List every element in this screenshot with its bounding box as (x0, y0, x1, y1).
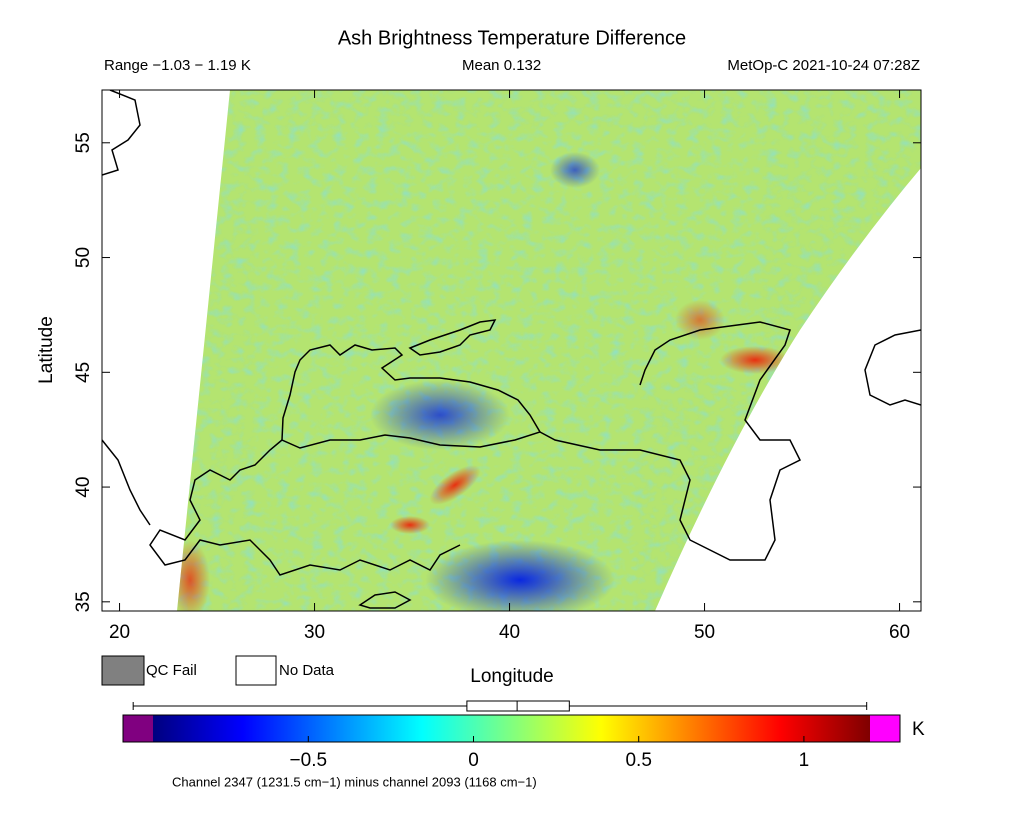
coastline (102, 90, 141, 176)
colorbar (153, 715, 870, 742)
x-tick-label: 20 (109, 622, 130, 643)
coastline (149, 439, 461, 576)
coastline (539, 321, 802, 561)
y-tick-label: 55 (73, 132, 94, 153)
range-sep: − (195, 57, 204, 74)
coastline (358, 591, 412, 609)
range-label: Range −1.03 − 1.19 K (104, 57, 251, 74)
plot-frame (101, 89, 922, 612)
range-unit: K (241, 57, 251, 74)
swath-texture (429, 465, 481, 505)
x-tick-label: 40 (499, 622, 520, 643)
swath-texture (425, 540, 615, 611)
swath-texture (370, 380, 510, 450)
stats-box (466, 700, 570, 712)
colorbar-tick-label: 0 (468, 750, 479, 771)
colorbar-frame (122, 714, 901, 743)
x-tick-label: 30 (304, 622, 325, 643)
x-tick-label: 50 (694, 622, 715, 643)
swath-texture (390, 516, 430, 534)
swath-texture (177, 90, 921, 611)
colorbar-tick-label: −0.5 (290, 750, 328, 771)
y-axis-label: Latitude (36, 316, 57, 384)
colorbar-unit: K (912, 719, 925, 740)
legend-swatch (235, 655, 277, 686)
footnote: Channel 2347 (1231.5 cm−1) minus channel… (172, 774, 537, 789)
mean-word: Mean (462, 57, 500, 74)
y-tick-label: 50 (73, 247, 94, 268)
colorbar-tick-label: 1 (799, 750, 810, 771)
swath-texture (720, 346, 790, 374)
y-tick-label: 40 (73, 476, 94, 497)
x-tick-label: 60 (889, 622, 910, 643)
range-word: Range (104, 57, 148, 74)
colorbar-under (123, 715, 153, 742)
colorbar-over (870, 715, 900, 742)
y-tick-label: 35 (73, 591, 94, 612)
mean-value: 0.132 (504, 57, 542, 74)
colorbar-tick-label: 0.5 (625, 750, 651, 771)
coastline (281, 344, 542, 449)
title: Ash Brightness Temperature Difference (338, 27, 686, 49)
range-min: −1.03 (152, 57, 190, 74)
mean-label: Mean 0.132 (462, 57, 541, 74)
range-max: 1.19 (207, 57, 236, 74)
swath-texture (550, 152, 600, 188)
swath-texture (177, 540, 210, 611)
swath (177, 90, 921, 611)
coastline (102, 439, 151, 526)
coastline (408, 319, 497, 356)
swath-texture (675, 300, 725, 340)
legend-swatch (101, 655, 145, 686)
map (102, 90, 921, 611)
x-axis-label: Longitude (470, 666, 553, 687)
satellite-label: MetOp-C 2021-10-24 07:28Z (727, 57, 920, 74)
coastline (864, 329, 921, 406)
legend-label: QC Fail (146, 662, 197, 679)
legend-label: No Data (279, 662, 335, 679)
y-tick-label: 45 (73, 362, 94, 383)
